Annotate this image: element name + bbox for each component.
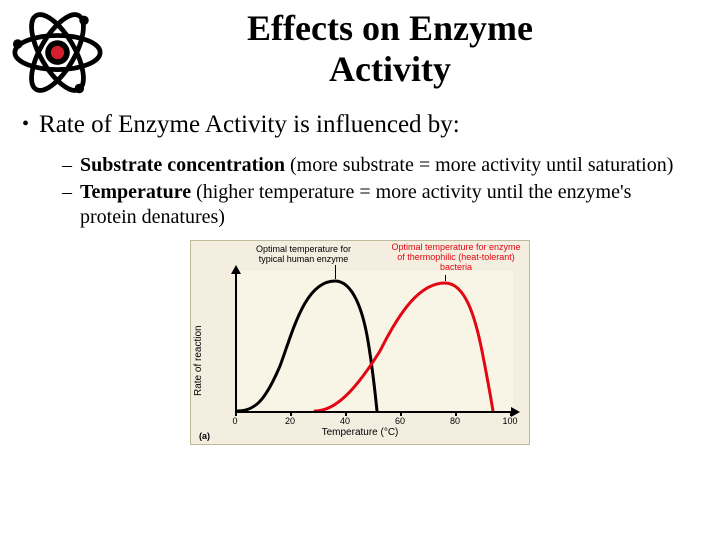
sub-bullet-1-text: Substrate concentration (more substrate … [80,153,673,178]
x-tick-label: 20 [285,416,295,426]
chart-container: Rate of reaction Temperature (°C) Optima… [0,240,720,450]
annotation-human-enzyme: Optimal temperature for typical human en… [251,245,356,265]
x-axis-label: Temperature (°C) [191,427,529,438]
bullet-dot: • [22,111,29,137]
sub-bullet-2: – Temperature (higher temperature = more… [62,180,690,230]
dash-icon: – [62,153,72,178]
atom-icon [10,8,105,98]
curves-svg [235,271,513,411]
page-title: Effects on Enzyme Activity [100,0,680,91]
y-axis [235,271,237,411]
sub1-bold: Substrate concentration [80,154,285,176]
y-axis-label: Rate of reaction [193,325,204,396]
y-axis-arrow-icon [231,265,241,274]
enzyme-temperature-chart: Rate of reaction Temperature (°C) Optima… [190,240,530,445]
x-tick-label: 100 [502,416,517,426]
sub-bullet-1: – Substrate concentration (more substrat… [62,153,690,178]
dash-icon: – [62,180,72,230]
sub-bullet-list: – Substrate concentration (more substrat… [62,153,690,230]
sub-bullet-2-text: Temperature (higher temperature = more a… [80,180,690,230]
x-tick-label: 60 [395,416,405,426]
x-axis [235,411,513,413]
annotation-thermophilic-enzyme: Optimal temperature for enzyme of thermo… [391,243,521,273]
title-line-1: Effects on Enzyme [247,8,533,48]
x-tick-label: 0 [232,416,237,426]
sub1-rest: (more substrate = more activity until sa… [285,154,673,176]
x-tick-label: 40 [340,416,350,426]
annotation-line-right [445,275,446,281]
title-line-2: Activity [329,49,451,89]
x-tick-label: 80 [450,416,460,426]
subplot-label: (a) [199,431,210,441]
main-bullet-text: Rate of Enzyme Activity is influenced by… [39,111,460,139]
annotation-line-left [335,265,336,279]
main-bullet: • Rate of Enzyme Activity is influenced … [22,111,720,139]
sub2-bold: Temperature [80,181,191,203]
